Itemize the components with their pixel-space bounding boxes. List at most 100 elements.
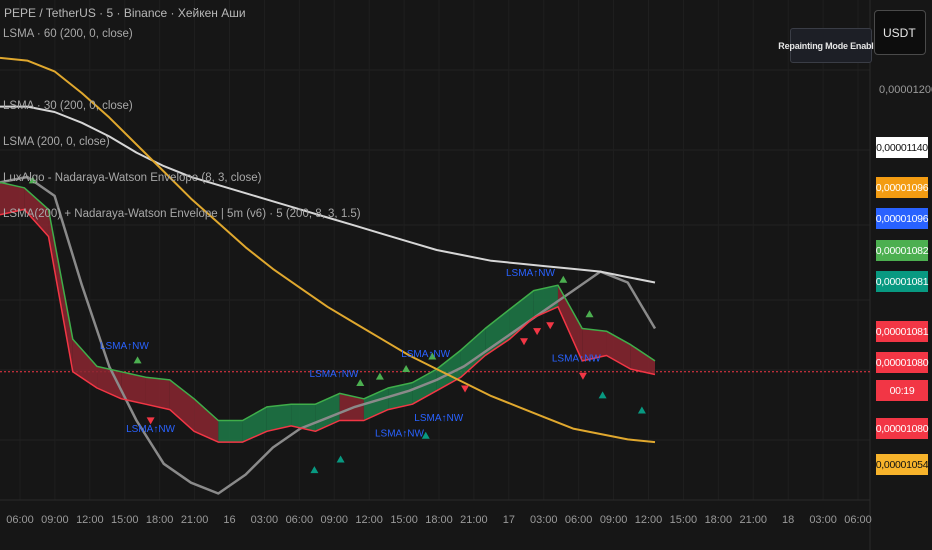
sell-signal-triangle	[546, 322, 555, 330]
nw-band-segment	[72, 339, 98, 388]
nw-band-segment	[24, 187, 49, 237]
signal-label: LSMA↑NW	[126, 424, 175, 435]
x-tick-label: 21:00	[739, 514, 768, 526]
nw-band-segment	[121, 371, 146, 405]
x-tick-label: 21:00	[180, 514, 209, 526]
nw-band-segment	[0, 182, 25, 215]
legend-item-lsma[interactable]: LSMA (200, 0, close)	[3, 136, 110, 148]
price-tag: 0,00001096	[876, 208, 929, 229]
x-tick-label: 16	[223, 514, 236, 526]
nw-band-segment	[509, 290, 534, 340]
nw-envelope-bands	[0, 182, 655, 443]
x-tick-label: 12:00	[76, 514, 104, 526]
signal-label: LSMA↑NW	[375, 429, 424, 440]
price-axis-label: 0,00001200	[879, 84, 932, 96]
buy-signal-triangle-teal	[336, 455, 345, 463]
x-tick-label: 12:00	[355, 514, 383, 526]
symbol-title[interactable]: PEPE / TetherUS · 5 · Binance · Хейкен А…	[4, 6, 246, 20]
repainting-mode-badge: Repainting Mode Enabled	[778, 28, 884, 63]
nw-band-segment	[266, 404, 292, 432]
x-tick-label: 15:00	[669, 514, 698, 526]
sell-signal-triangle	[146, 417, 155, 425]
x-tick-label: 06:00	[564, 514, 593, 526]
x-tick-label: 18:00	[704, 514, 733, 526]
nw-band-segment	[218, 420, 243, 443]
nw-band-segment	[485, 309, 510, 356]
x-tick-label: 06:00	[285, 514, 314, 526]
nw-band-segment	[533, 285, 558, 318]
nw-band-segment	[582, 328, 607, 361]
legend-item-lsma-nw-strategy[interactable]: LSMA(200) + Nadaraya-Watson Envelope | 5…	[3, 208, 361, 220]
x-tick-label: 06:00	[6, 514, 34, 526]
price-tag: 0,00001140	[876, 137, 928, 158]
signal-label: LSMA↑NW	[401, 349, 450, 360]
nw-band-segment	[388, 382, 413, 410]
legend-item-lsma30[interactable]: LSMA · 30 (200, 0, close)	[3, 100, 133, 112]
buy-signal-triangle	[585, 310, 594, 318]
price-tag: 00:19	[876, 380, 928, 401]
nw-band-segment	[606, 331, 631, 370]
buy-signal-triangle-teal	[310, 466, 319, 474]
signal-markers: LSMA↑NW LSMA↑NW LSMA↑NW LSMA↑NW LSMA↑NW LSMA↑…	[28, 176, 646, 474]
buy-signal-triangle-teal	[421, 431, 430, 439]
price-tag: 0,00001080	[876, 418, 929, 439]
x-tick-label: 15:00	[390, 514, 418, 526]
price-tag: 0,00001080	[876, 352, 929, 373]
nw-band-segment	[630, 344, 655, 375]
price-tag: 0,00001082	[876, 240, 929, 261]
buy-signal-triangle-teal	[637, 406, 646, 414]
series-line-lsma60	[0, 56, 656, 444]
sell-signal-triangle	[578, 372, 587, 380]
x-tick-label: 03:00	[809, 514, 837, 526]
x-tick-label: 18:00	[145, 514, 174, 526]
signal-label: LSMA↑NW	[310, 369, 359, 380]
price-tag: 0,00001054	[876, 454, 929, 475]
price-tag: 0,00001096	[876, 177, 929, 198]
signal-label: LSMA↑NW	[414, 413, 463, 424]
price-tag: 0,00001081	[876, 321, 929, 342]
series-line-nw-upper	[0, 181, 656, 422]
nw-band-segment	[315, 393, 340, 432]
buy-signal-triangle-teal	[598, 391, 607, 399]
nw-band-segment	[412, 369, 437, 405]
x-tick-label: 18	[782, 514, 795, 526]
buy-signal-triangle	[402, 364, 411, 372]
signal-label: LSMA↑NW	[506, 268, 555, 279]
x-tick-label: 06:00	[844, 514, 872, 526]
indicator-lines	[0, 56, 657, 495]
buy-signal-triangle	[133, 356, 142, 364]
series-line-lsma30	[0, 105, 656, 284]
x-tick-label: 21:00	[460, 514, 488, 526]
x-tick-label: 09:00	[41, 514, 69, 526]
currency-selector[interactable]: USDT	[874, 10, 926, 55]
buy-signal-triangle	[375, 372, 384, 380]
x-tick-label: 15:00	[110, 514, 139, 526]
nw-band-segment	[169, 379, 195, 432]
signal-label: LSMA↑NW	[552, 353, 601, 364]
nw-band-segment	[557, 285, 583, 361]
sell-signal-triangle	[533, 328, 542, 336]
x-tick-label: 09:00	[320, 514, 349, 526]
nw-band-segment	[48, 209, 73, 372]
series-line-lsma	[0, 175, 657, 495]
price-tag: 0,00001081	[876, 271, 929, 292]
nw-band-segment	[145, 377, 170, 410]
buy-signal-triangle	[356, 379, 365, 387]
series-line-nw-lower	[0, 208, 656, 443]
sell-signal-triangle	[461, 385, 470, 393]
x-tick-label: 18:00	[425, 514, 453, 526]
legend-item-lsma60[interactable]: LSMA · 60 (200, 0, close)	[3, 28, 133, 40]
x-tick-label: 03:00	[250, 514, 279, 526]
x-tick-label: 12:00	[634, 514, 663, 526]
buy-signal-triangle	[28, 176, 37, 184]
legend-item-nw-envelope[interactable]: LuxAlgo - Nadaraya-Watson Envelope (8, 3…	[3, 172, 262, 184]
x-tick-label: 03:00	[529, 514, 558, 526]
buy-signal-triangle	[428, 352, 437, 360]
x-tick-label: 17	[502, 514, 515, 526]
sell-signal-triangle	[520, 338, 528, 346]
nw-band-segment	[194, 398, 219, 443]
signal-label: LSMA↑NW	[100, 341, 149, 352]
x-tick-label: 09:00	[599, 514, 628, 526]
